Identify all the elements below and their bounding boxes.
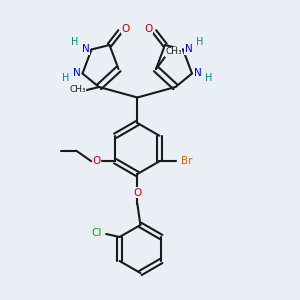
Text: H: H xyxy=(196,37,203,47)
Text: N: N xyxy=(73,68,81,79)
Text: H: H xyxy=(205,73,212,83)
Text: H: H xyxy=(71,37,79,47)
Text: Cl: Cl xyxy=(91,227,102,238)
Text: Br: Br xyxy=(181,156,192,166)
Text: N: N xyxy=(194,68,201,79)
Text: N: N xyxy=(184,44,192,55)
Text: O: O xyxy=(92,156,101,166)
Text: N: N xyxy=(82,44,90,55)
Text: O: O xyxy=(133,188,142,198)
Text: H: H xyxy=(62,73,70,83)
Text: CH₃: CH₃ xyxy=(69,85,86,94)
Text: O: O xyxy=(122,23,130,34)
Text: CH₃: CH₃ xyxy=(165,47,182,56)
Text: O: O xyxy=(144,23,153,34)
